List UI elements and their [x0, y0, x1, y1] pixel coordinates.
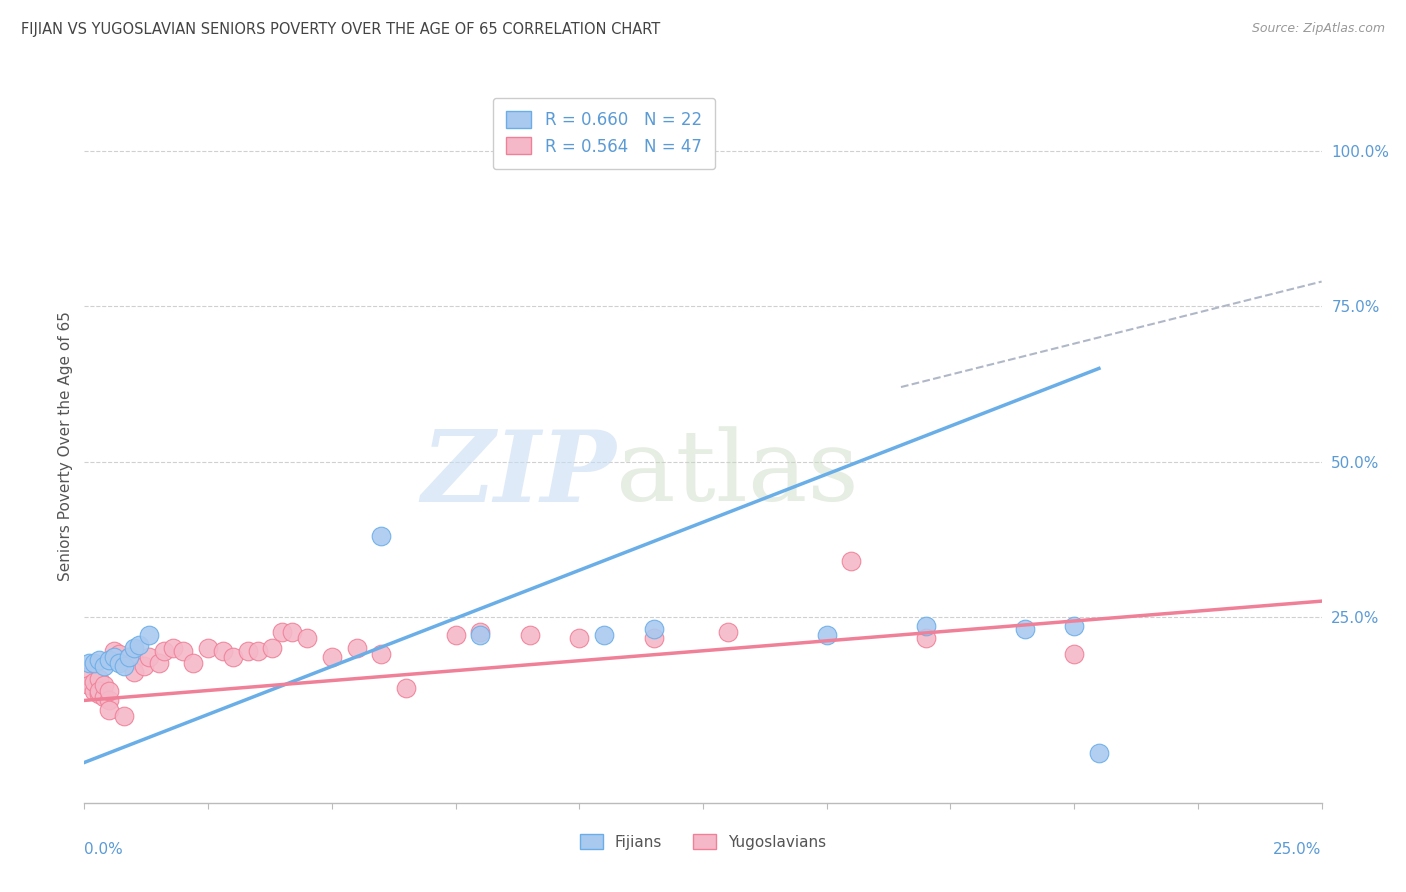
Point: [132, 659, 155, 673]
Point: [89, 653, 111, 667]
Point: [181, 656, 204, 670]
Point: [112, 659, 135, 673]
Point: [1063, 619, 1085, 633]
Point: [643, 622, 665, 636]
Point: [89, 687, 111, 701]
Point: [236, 644, 259, 658]
Point: [172, 644, 194, 658]
Point: [1063, 647, 1085, 661]
Point: [122, 653, 145, 667]
Point: [108, 656, 131, 670]
Text: ZIP: ZIP: [422, 426, 616, 523]
Point: [148, 656, 170, 670]
Point: [83, 674, 105, 689]
Point: [138, 650, 160, 665]
Point: [212, 644, 235, 658]
Point: [470, 625, 492, 640]
Y-axis label: Seniors Poverty Over the Age of 65: Seniors Poverty Over the Age of 65: [58, 311, 73, 581]
Point: [568, 632, 591, 646]
Point: [112, 709, 135, 723]
Point: [98, 653, 121, 667]
Point: [162, 640, 184, 655]
Point: [152, 644, 174, 658]
Point: [914, 632, 936, 646]
Point: [271, 625, 294, 640]
Text: atlas: atlas: [616, 426, 859, 523]
Point: [841, 554, 863, 568]
Point: [89, 672, 111, 686]
Point: [321, 650, 343, 665]
Point: [717, 625, 740, 640]
Point: [666, 151, 689, 165]
Point: [519, 628, 541, 642]
Point: [98, 684, 121, 698]
Point: [643, 632, 665, 646]
Text: Source: ZipAtlas.com: Source: ZipAtlas.com: [1251, 22, 1385, 36]
Point: [118, 650, 141, 665]
Point: [1088, 746, 1111, 760]
Point: [89, 684, 111, 698]
Point: [93, 690, 115, 705]
Point: [98, 703, 121, 717]
Point: [93, 659, 115, 673]
Point: [395, 681, 418, 695]
Point: [79, 668, 101, 682]
Text: FIJIAN VS YUGOSLAVIAN SENIORS POVERTY OVER THE AGE OF 65 CORRELATION CHART: FIJIAN VS YUGOSLAVIAN SENIORS POVERTY OV…: [21, 22, 661, 37]
Point: [246, 644, 269, 658]
Point: [122, 665, 145, 680]
Point: [128, 638, 150, 652]
Point: [370, 529, 392, 543]
Point: [79, 678, 101, 692]
Point: [197, 640, 219, 655]
Point: [281, 625, 304, 640]
Point: [262, 640, 284, 655]
Point: [79, 656, 101, 670]
Legend: Fijians, Yugoslavians: Fijians, Yugoslavians: [574, 828, 832, 855]
Point: [108, 647, 131, 661]
Point: [444, 628, 467, 642]
Point: [93, 678, 115, 692]
Point: [103, 650, 125, 665]
Point: [118, 650, 141, 665]
Point: [914, 619, 936, 633]
Point: [83, 656, 105, 670]
Point: [1014, 622, 1036, 636]
Point: [103, 644, 125, 658]
Point: [370, 647, 392, 661]
Point: [815, 628, 838, 642]
Point: [98, 693, 121, 707]
Point: [83, 684, 105, 698]
Point: [593, 628, 616, 642]
Point: [222, 650, 245, 665]
Point: [295, 632, 318, 646]
Point: [122, 640, 145, 655]
Text: 25.0%: 25.0%: [1274, 842, 1322, 857]
Text: 0.0%: 0.0%: [84, 842, 124, 857]
Point: [470, 628, 492, 642]
Point: [346, 640, 368, 655]
Point: [138, 628, 160, 642]
